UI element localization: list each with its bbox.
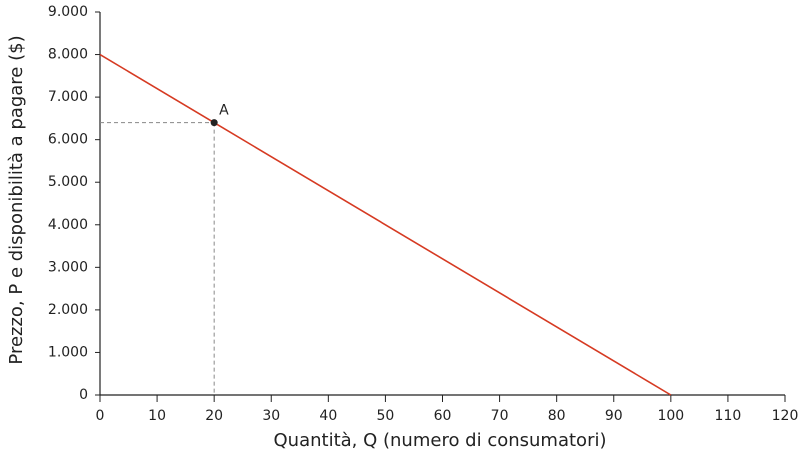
y-axis-label: Prezzo, P e disponibilità a pagare ($) [6, 35, 27, 364]
y-tick-label: 7.000 [48, 89, 88, 105]
y-tick-label: 0 [79, 387, 88, 403]
demand-line [99, 53, 672, 396]
x-tick-label: 50 [377, 408, 395, 424]
x-tick-label: 100 [657, 408, 684, 424]
y-tick-label: 2.000 [48, 302, 88, 318]
y-tick-label: 8.000 [48, 47, 88, 63]
y-tick-label: 3.000 [48, 259, 88, 275]
x-tick-label: 70 [491, 408, 509, 424]
x-tick-label: 20 [205, 408, 223, 424]
x-tick-label: 80 [548, 408, 566, 424]
x-tick-label: 120 [772, 408, 799, 424]
x-tick-label: 60 [434, 408, 452, 424]
y-tick-label: 6.000 [48, 132, 88, 148]
point [210, 119, 218, 127]
y-tick-label: 5.000 [48, 174, 88, 190]
y-tick-label: 4.000 [48, 217, 88, 233]
x-tick-label: 90 [605, 408, 623, 424]
x-tick-label: 110 [715, 408, 742, 424]
x-tick-label: 0 [96, 408, 105, 424]
x-tick-label: 10 [148, 408, 166, 424]
y-tick-label: 9.000 [48, 4, 88, 20]
x-axis-label: Quantità, Q (numero di consumatori) [274, 430, 607, 451]
y-tick-label: 1.000 [48, 344, 88, 360]
x-tick-label: 40 [319, 408, 337, 424]
x-tick-label: 30 [262, 408, 280, 424]
point-label: A [219, 103, 229, 119]
